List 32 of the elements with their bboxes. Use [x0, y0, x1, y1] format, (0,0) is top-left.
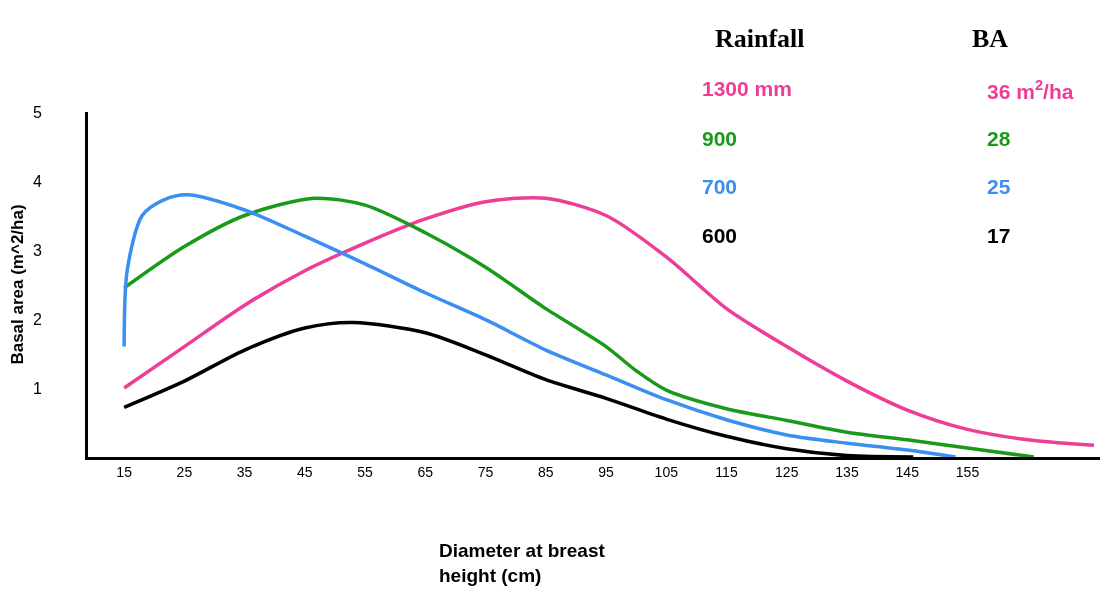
y-tick-label: 1	[32, 379, 42, 397]
text: Rainfall	[715, 24, 805, 53]
annotation: 25	[987, 175, 1011, 198]
x-tick-label: 155	[955, 463, 980, 480]
text: 900	[702, 127, 738, 150]
text: BA	[972, 24, 1009, 53]
x-tick-label: 95	[598, 463, 615, 480]
x-tick-label: 135	[835, 463, 859, 480]
text: 1300 mm	[702, 77, 792, 100]
x-tick-label: 15	[116, 463, 133, 480]
x-tick-label: 65	[417, 463, 434, 480]
y-tick-label: 4	[32, 172, 42, 190]
x-tick-label: 35	[236, 463, 253, 480]
text: 600	[702, 224, 738, 247]
text: 700	[702, 175, 738, 198]
x-tick-label: 55	[357, 463, 374, 480]
text: 36 m$^{2}$/ha	[987, 77, 1074, 103]
x-tick-label: 85	[538, 463, 554, 480]
x-tick-label: 75	[477, 463, 494, 480]
x-tick-label: 125	[775, 463, 799, 480]
y-tick-label: 3	[32, 241, 42, 259]
x-tick-label: 45	[297, 463, 313, 480]
x-tick-label: 145	[895, 463, 920, 480]
x-axis-title: Diameter at breast height (cm)	[439, 540, 606, 586]
x-tick-label: 105	[654, 463, 679, 480]
x-tick-label: 25	[176, 463, 193, 480]
y-axis-title: Basal area (m^2/ha)	[8, 204, 28, 365]
y-tick-label: 5	[32, 103, 42, 121]
y-tick-label: 2	[32, 310, 42, 328]
annotation: 17	[987, 224, 1011, 247]
annotation: 28	[987, 127, 1011, 150]
x-tick-label: 115	[715, 463, 738, 480]
